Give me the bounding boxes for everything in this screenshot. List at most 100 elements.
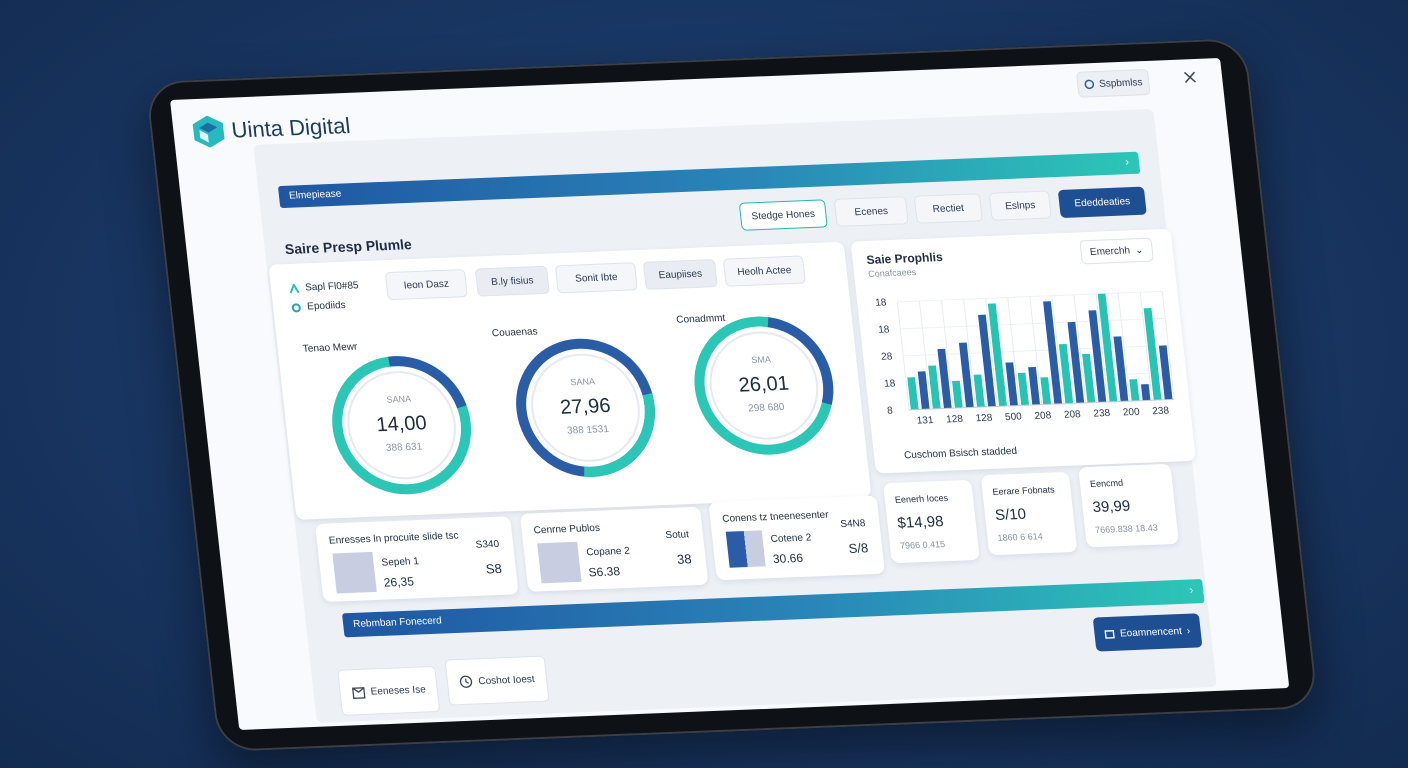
product-title: Enresses ln procuite slide tsc <box>328 530 460 547</box>
bar <box>1088 310 1107 403</box>
legend-item: Epodiids <box>306 299 347 313</box>
product-amount: 26,35 <box>383 574 415 590</box>
product-swatch <box>332 551 377 594</box>
bottom-button[interactable]: Eeneses Ise <box>337 665 441 716</box>
banner-arrow: › <box>1188 584 1194 597</box>
y-tick-label: 18 <box>875 297 888 308</box>
x-tick-label: 128 <box>946 414 964 426</box>
tab[interactable]: Eslnps <box>988 190 1052 221</box>
grid-line <box>985 298 999 407</box>
chevron: › <box>1186 625 1191 637</box>
header-button-label: Sspbmlss <box>1098 76 1144 90</box>
tab-label: Ededdeaties <box>1073 195 1131 209</box>
bar <box>973 374 985 408</box>
donut: SANA 14,00 388 631 <box>318 347 485 503</box>
product-item: Sepeh 1 <box>381 556 420 569</box>
product-amount: 30.66 <box>772 550 804 566</box>
product-item: Copane 2 <box>585 545 631 559</box>
stat-card: Eerare Fobnats S/10 1860 6 614 <box>980 471 1078 556</box>
x-tick-label: 208 <box>1034 410 1052 422</box>
chip[interactable]: Heolh Actee <box>722 255 806 287</box>
y-tick-label: 8 <box>887 406 894 417</box>
banner-label: Elmepiease <box>288 188 342 202</box>
tab-active[interactable]: Ededdeaties <box>1057 186 1147 219</box>
product-swatch <box>725 530 766 568</box>
grid-line <box>1095 293 1109 402</box>
bar <box>1143 308 1162 401</box>
chip[interactable]: Sonit Ibte <box>554 262 638 294</box>
stat-card: Eenerh Ioces $14,98 7966 0.415 <box>883 479 980 564</box>
chip-label: Sonit Ibte <box>574 271 619 285</box>
product-count: S/8 <box>847 540 869 556</box>
product-price: S4N8 <box>839 518 867 531</box>
chip[interactable]: B.ly fisius <box>474 265 550 297</box>
bar <box>937 348 952 409</box>
x-tick-label: 128 <box>975 413 993 425</box>
stat-title: Eenerh Ioces <box>894 492 949 505</box>
bottom-button-label: Coshot Ioest <box>477 673 536 687</box>
product-card: Conens tz tneenesenter Cotene 2 S4N8 30.… <box>708 495 885 581</box>
x-tick-label: 238 <box>1093 408 1111 420</box>
bottom-button[interactable]: Coshot Ioest <box>444 655 550 706</box>
product-amount: S6.38 <box>587 564 621 580</box>
bar <box>1043 301 1063 405</box>
action-button[interactable]: Eoamnencent › <box>1092 613 1203 652</box>
donut: SANA 27,96 388 1531 <box>502 330 669 486</box>
chart-card: Saie Prophlis Conafcaees Emerchh ⌄ 18 18 28… <box>850 228 1196 474</box>
bar <box>1082 353 1096 403</box>
chip-label: B.ly fisius <box>490 274 535 288</box>
tab[interactable]: Rectiet <box>913 193 983 224</box>
product-card: Enresses ln procuite slide tsc Sepeh 1 S… <box>315 516 519 603</box>
bar-chart: 18 18 28 18 8 131 128 128 500 208 208 238 200 238 <box>875 290 1175 427</box>
tab[interactable]: Ecenes <box>833 196 909 227</box>
product-item: Cotene 2 <box>770 532 812 545</box>
footer-banner-label: Rebmban Fonecerd <box>352 615 443 630</box>
box-icon <box>351 687 366 699</box>
chip-label: Ieon Dasz <box>403 278 450 292</box>
product-card: Cenrne Publos Copane 2 Sotut S6.38 38 <box>519 506 709 592</box>
bar <box>978 314 996 407</box>
banner-arrow: › <box>1124 156 1130 169</box>
action-icon <box>1104 630 1116 639</box>
screen: Uinta Digital Sspbmlss Elmepiease › Sted… <box>170 58 1290 730</box>
grid-line <box>896 301 910 410</box>
bar <box>987 303 1007 407</box>
stat-title: Eerare Fobnats <box>991 484 1056 497</box>
bottom-button-label: Eeneses Ise <box>370 683 427 698</box>
donut-ring <box>516 338 655 477</box>
tab-label: Stedge Hones <box>750 208 816 222</box>
grid-line <box>1007 297 1021 406</box>
user-icon <box>1084 79 1094 90</box>
grid-line <box>1139 292 1153 401</box>
bar <box>1113 336 1129 402</box>
chip[interactable]: Ieon Dasz <box>384 269 468 301</box>
bar <box>1058 343 1074 404</box>
grid-line <box>1117 293 1131 402</box>
y-tick-label: 18 <box>884 378 897 389</box>
x-tick-label: 208 <box>1063 409 1081 421</box>
chip[interactable]: Eaupiises <box>642 259 718 290</box>
bar <box>1158 345 1173 400</box>
stat-title: Eencmd <box>1089 477 1124 490</box>
close-button[interactable] <box>1183 71 1197 83</box>
product-swatch <box>537 541 582 584</box>
bar <box>1028 366 1041 405</box>
tab-label: Ecenes <box>853 205 889 218</box>
stat-value: $14,98 <box>896 513 945 532</box>
bar <box>917 371 930 410</box>
grid-line <box>918 301 932 410</box>
stat-sub: 1860 6 614 <box>997 531 1044 543</box>
product-title: Conens tz tneenesenter <box>721 509 830 525</box>
bar <box>1040 377 1052 405</box>
grid-line <box>1029 296 1043 405</box>
x-tick-label: 131 <box>916 415 934 427</box>
bar <box>1129 379 1140 402</box>
tab[interactable]: Stedge Hones <box>738 199 828 231</box>
brand: Uinta Digital <box>230 112 352 143</box>
header-button[interactable]: Sspbmlss <box>1075 68 1151 98</box>
tab-label: Eslnps <box>1004 199 1036 212</box>
stat-card: Eencmd 39,99 7669.838 18.43 <box>1078 463 1180 548</box>
bar <box>1017 372 1029 406</box>
legend-icon <box>291 303 301 313</box>
